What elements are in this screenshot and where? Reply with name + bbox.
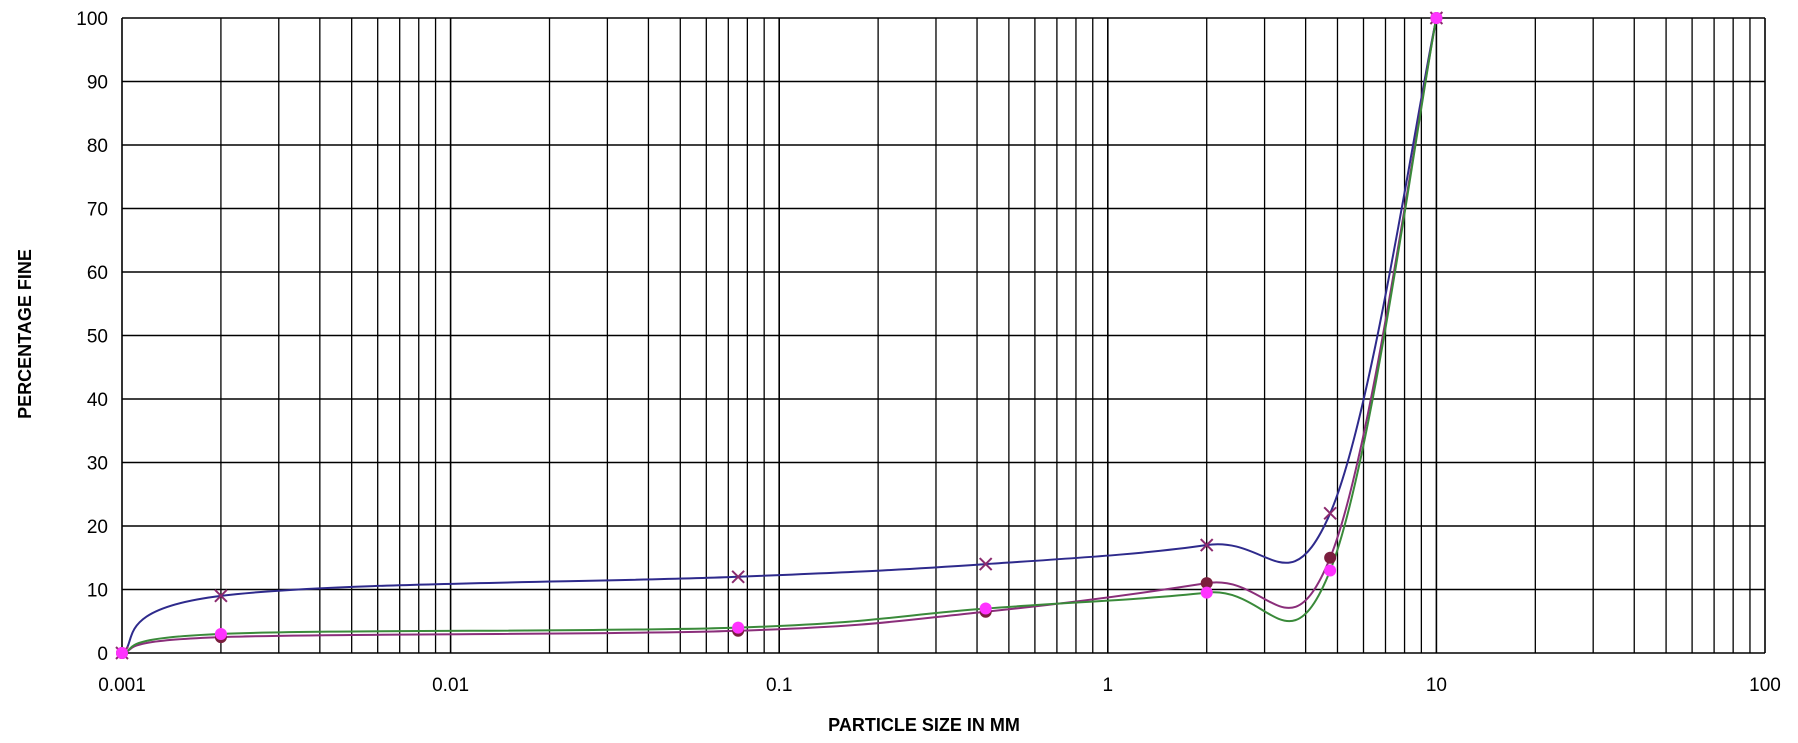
y-tick-label: 70 [87,200,108,221]
data-point-x-marker [978,557,993,571]
markers-group [115,11,1444,660]
x-tick-label: 0.01 [432,675,469,696]
grid [121,17,1766,654]
y-tick-label: 20 [87,517,108,538]
data-point-circle-marker [1200,577,1213,590]
data-point-x-marker [1200,538,1214,552]
data-point-circle-marker [116,647,128,659]
data-point-circle-marker [979,602,992,615]
y-tick-label: 0 [97,644,108,665]
data-point-circle-marker [1430,12,1443,24]
data-point-x-marker [214,589,228,603]
data-point-circle-marker [214,627,227,640]
y-tick-label: 60 [87,263,108,284]
y-tick-label: 80 [87,136,108,157]
data-point-x-marker [731,570,745,584]
x-axis-ticks: 0.001 0.01 0.1 1 10 100 [98,675,1781,696]
data-point-circle-marker [1324,564,1337,577]
y-tick-label: 90 [87,73,108,94]
data-point-circle-marker [1324,551,1337,564]
x-tick-label: 10 [1426,675,1447,696]
x-tick-label: 100 [1749,675,1781,696]
x-axis-title: PARTICLE SIZE IN MM [828,715,1020,735]
y-tick-label: 10 [87,581,108,602]
y-tick-label: 40 [87,390,108,411]
y-axis-ticks: 0 10 20 30 40 50 60 70 80 90 100 [76,9,108,665]
x-tick-label: 1 [1103,675,1114,696]
x-tick-label: 0.1 [766,675,792,696]
data-point-circle-marker [732,621,745,634]
y-axis-title: PERCENTAGE FINE [15,249,35,419]
y-tick-label: 100 [76,9,108,30]
series-line-3 [121,17,1438,654]
y-tick-label: 30 [87,454,108,475]
series-line-2 [121,17,1438,654]
x-tick-label: 0.001 [98,675,146,696]
data-point-circle-marker [1200,586,1213,599]
data-point-x-marker [1323,506,1337,521]
y-tick-label: 50 [87,327,108,348]
